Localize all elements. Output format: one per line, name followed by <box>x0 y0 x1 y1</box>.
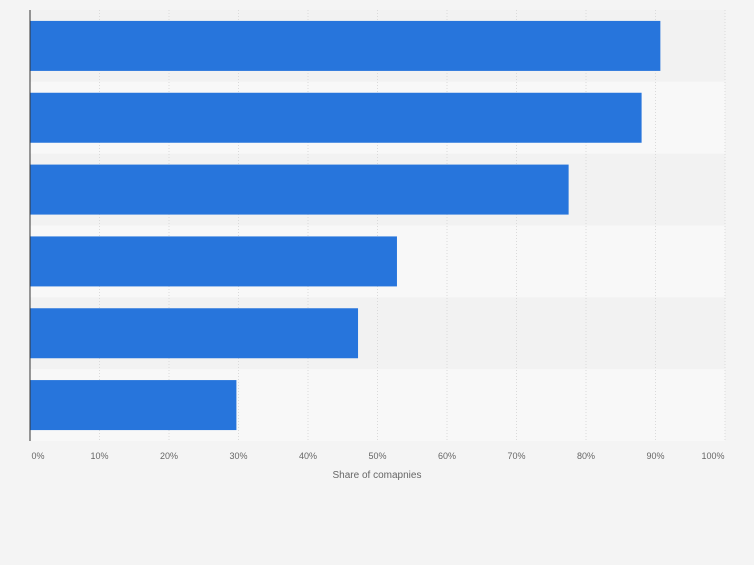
bars <box>30 20 661 431</box>
bar[interactable] <box>30 308 359 359</box>
bar[interactable] <box>30 164 569 215</box>
x-tick-label: 50% <box>368 451 386 461</box>
x-tick-label: 10% <box>90 451 108 461</box>
x-tick-label: 100% <box>701 451 724 461</box>
x-tick-label: 30% <box>229 451 247 461</box>
x-tick-label: 70% <box>507 451 525 461</box>
x-tick-label: 20% <box>160 451 178 461</box>
x-tick-label: 0% <box>31 451 44 461</box>
x-tick-label: 80% <box>577 451 595 461</box>
bar[interactable] <box>30 380 237 431</box>
bar[interactable] <box>30 236 397 287</box>
x-tick-label: 40% <box>299 451 317 461</box>
x-tick-labels: 0% 10% 20% 30% 40% 50% 60% 70% 80% 90% 100% <box>31 451 724 461</box>
bar[interactable] <box>30 92 642 143</box>
x-tick-label: 60% <box>438 451 456 461</box>
x-tick-label: 90% <box>646 451 664 461</box>
x-axis-label: Share of comapnies <box>333 470 422 481</box>
bar[interactable] <box>30 20 661 71</box>
